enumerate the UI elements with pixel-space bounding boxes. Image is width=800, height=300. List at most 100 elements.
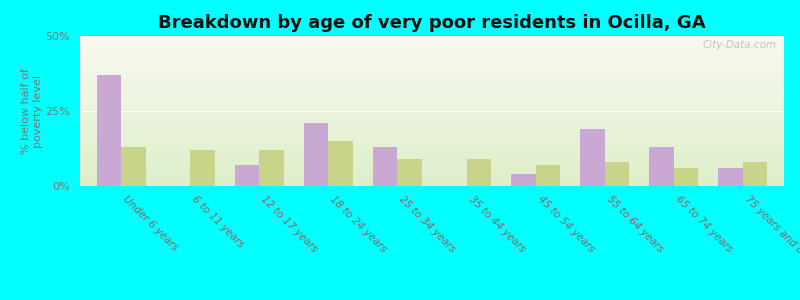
Bar <box>80 45 784 46</box>
Bar <box>80 172 784 174</box>
Bar <box>80 132 784 134</box>
Bar <box>80 46 784 48</box>
Bar <box>80 92 784 93</box>
Bar <box>580 129 605 186</box>
Bar <box>235 165 259 186</box>
Bar <box>80 168 784 170</box>
Bar <box>80 182 784 183</box>
Bar <box>122 147 146 186</box>
Bar <box>80 44 784 45</box>
Bar <box>80 90 784 92</box>
Bar <box>80 141 784 142</box>
Bar <box>80 176 784 177</box>
Bar <box>80 72 784 74</box>
Bar <box>80 81 784 82</box>
Bar <box>80 103 784 105</box>
Bar <box>80 152 784 153</box>
Bar <box>80 114 784 116</box>
Bar <box>80 178 784 180</box>
Bar <box>80 135 784 136</box>
Bar <box>80 36 784 38</box>
Bar <box>398 159 422 186</box>
Bar <box>80 66 784 68</box>
Bar <box>80 80 784 81</box>
Bar <box>80 38 784 39</box>
Bar <box>80 154 784 156</box>
Bar <box>80 57 784 58</box>
Bar <box>80 106 784 108</box>
Bar <box>190 150 214 186</box>
Bar <box>80 150 784 152</box>
Bar <box>80 102 784 104</box>
Bar <box>80 138 784 140</box>
Bar <box>80 118 784 120</box>
Bar <box>650 147 674 186</box>
Bar <box>80 108 784 110</box>
Bar <box>80 116 784 117</box>
Bar <box>80 174 784 176</box>
Bar <box>80 70 784 72</box>
Bar <box>80 52 784 54</box>
Bar <box>80 160 784 162</box>
Bar <box>80 130 784 132</box>
Bar <box>80 69 784 70</box>
Bar <box>80 40 784 42</box>
Bar <box>80 112 784 114</box>
Bar <box>80 134 784 135</box>
Title: Breakdown by age of very poor residents in Ocilla, GA: Breakdown by age of very poor residents … <box>158 14 706 32</box>
Bar <box>80 140 784 141</box>
Bar <box>80 124 784 126</box>
Bar <box>80 87 784 88</box>
Bar <box>80 98 784 99</box>
Bar <box>80 171 784 172</box>
Bar <box>80 64 784 66</box>
Bar <box>80 158 784 159</box>
Bar <box>80 85 784 87</box>
Bar <box>80 50 784 51</box>
Bar <box>80 162 784 164</box>
Bar <box>374 147 398 186</box>
Bar <box>80 42 784 44</box>
Bar <box>80 96 784 98</box>
Bar <box>80 144 784 146</box>
Bar <box>80 94 784 96</box>
Bar <box>80 61 784 63</box>
Bar <box>80 159 784 160</box>
Bar <box>329 141 353 186</box>
Bar <box>80 63 784 64</box>
Bar <box>80 183 784 184</box>
Bar <box>80 88 784 90</box>
Bar <box>80 54 784 56</box>
Bar <box>80 117 784 118</box>
Bar <box>80 56 784 57</box>
Bar <box>304 123 329 186</box>
Bar <box>80 129 784 130</box>
Bar <box>80 169 784 171</box>
Bar <box>80 111 784 112</box>
Bar <box>80 60 784 61</box>
Bar <box>80 165 784 166</box>
Bar <box>80 105 784 106</box>
Y-axis label: % below half of
poverty level: % below half of poverty level <box>21 68 42 154</box>
Bar <box>466 159 490 186</box>
Bar <box>80 110 784 111</box>
Bar <box>80 58 784 60</box>
Bar <box>718 168 742 186</box>
Bar <box>80 74 784 75</box>
Bar <box>80 156 784 158</box>
Bar <box>80 177 784 178</box>
Bar <box>80 123 784 124</box>
Bar <box>605 162 629 186</box>
Bar <box>80 39 784 40</box>
Bar <box>742 162 766 186</box>
Bar <box>80 128 784 129</box>
Bar <box>80 142 784 144</box>
Bar <box>80 184 784 186</box>
Bar <box>80 146 784 147</box>
Bar <box>80 84 784 86</box>
Bar <box>80 148 784 150</box>
Bar <box>80 122 784 123</box>
Bar <box>80 51 784 52</box>
Bar <box>80 153 784 154</box>
Bar <box>535 165 560 186</box>
